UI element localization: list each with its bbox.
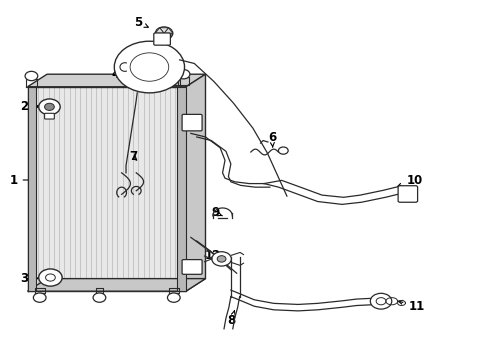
Text: 9: 9 [211,207,222,220]
Text: 6: 6 [267,131,276,147]
Circle shape [177,69,189,79]
Text: 11: 11 [398,300,424,313]
FancyBboxPatch shape [182,114,202,131]
Circle shape [217,256,225,262]
FancyBboxPatch shape [44,113,54,119]
FancyBboxPatch shape [182,260,202,274]
Circle shape [33,293,46,302]
Polygon shape [155,33,163,39]
Polygon shape [27,87,185,291]
Polygon shape [155,28,163,33]
Circle shape [45,274,55,281]
Text: 12: 12 [204,249,220,262]
FancyBboxPatch shape [154,33,170,45]
Text: 3: 3 [20,272,38,285]
Circle shape [114,41,184,93]
Polygon shape [27,87,36,291]
Circle shape [93,293,105,302]
Circle shape [39,269,62,286]
Text: 1: 1 [9,174,33,186]
Text: 10: 10 [397,174,422,187]
Text: 5: 5 [134,16,148,29]
Polygon shape [177,87,185,291]
Polygon shape [163,33,172,39]
FancyBboxPatch shape [397,186,417,202]
Polygon shape [185,74,205,291]
Polygon shape [27,74,205,87]
Circle shape [44,103,54,111]
Polygon shape [163,28,172,33]
Circle shape [25,71,38,81]
Circle shape [375,298,385,305]
Circle shape [211,252,231,266]
Polygon shape [27,279,205,291]
Circle shape [369,293,391,309]
Text: 7: 7 [129,150,137,163]
Circle shape [167,69,180,79]
Polygon shape [159,33,168,39]
Circle shape [278,147,287,154]
Polygon shape [159,28,168,33]
Text: 2: 2 [20,100,39,113]
Circle shape [167,293,180,302]
Text: 8: 8 [227,311,235,327]
Circle shape [39,99,60,115]
Text: 4: 4 [112,68,127,81]
